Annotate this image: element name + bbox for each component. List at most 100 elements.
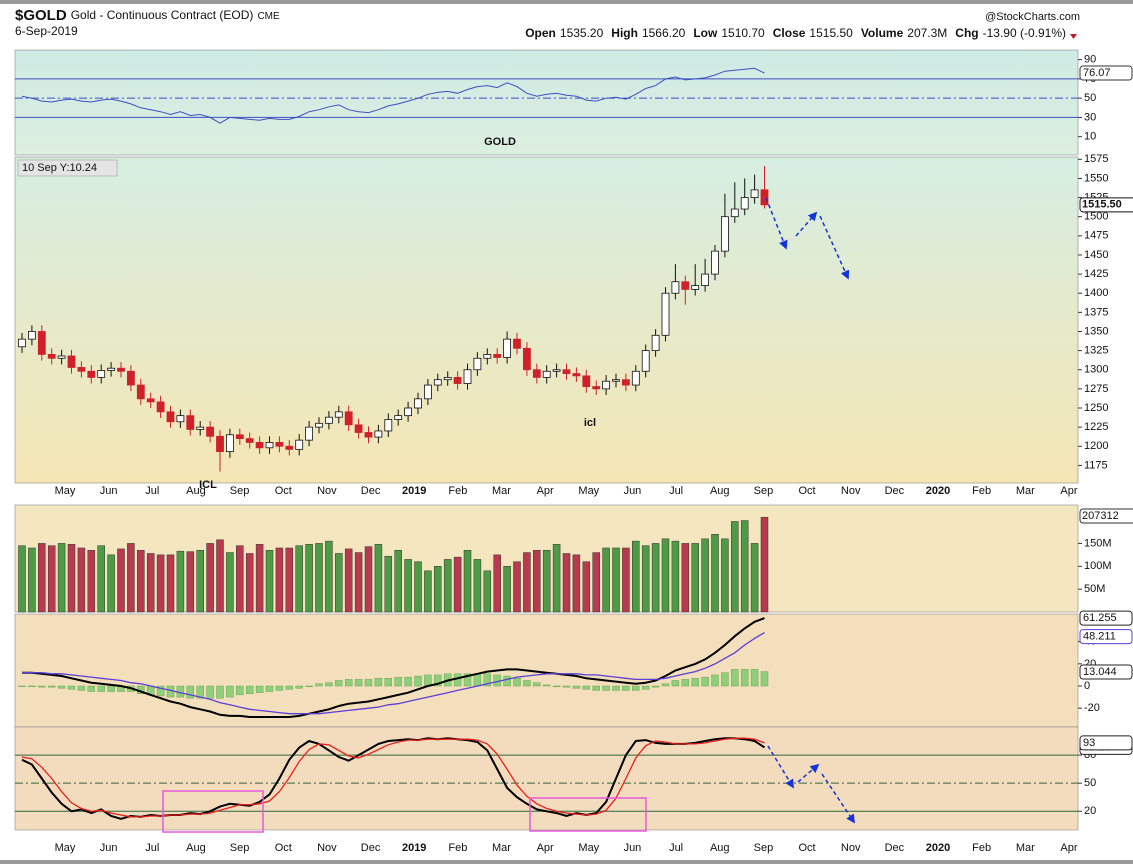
top-bar [0, 0, 1133, 4]
histogram-bar [552, 685, 561, 688]
annotation: icl [584, 417, 596, 429]
volume-bar [434, 566, 442, 613]
histogram-bar [265, 685, 274, 692]
histogram-bar [661, 683, 670, 687]
volume-bar [176, 550, 185, 613]
histogram-bar [701, 676, 709, 687]
candle-body [750, 189, 759, 198]
x-tick-label: Apr [1060, 485, 1077, 497]
candle-body [285, 445, 294, 450]
candle-body [582, 375, 591, 387]
histogram-bar [28, 685, 36, 688]
histogram-bar [87, 685, 96, 692]
histogram-bar [226, 685, 234, 698]
candle-body [661, 292, 670, 336]
x-tick-label: Nov [841, 485, 861, 497]
y-tick-label: 1225 [1084, 421, 1108, 433]
candle-body [631, 370, 640, 386]
value-tag: 1515.50 [1082, 199, 1122, 211]
volume-bar [315, 543, 323, 613]
histogram-bar [335, 680, 343, 687]
value-tag-bg [1079, 664, 1133, 680]
quote-value: 1566.20 [642, 26, 686, 40]
histogram-bar [453, 673, 462, 687]
volume-bar [206, 543, 214, 613]
x-tick-label: Sep [230, 842, 250, 854]
histogram-bar [503, 675, 511, 687]
candle-body [156, 401, 165, 413]
value-tag: 76.07 [1083, 67, 1111, 79]
volume-bar [67, 544, 76, 613]
histogram-bar [750, 669, 759, 687]
volume-bar [681, 543, 690, 613]
volume-bar [305, 544, 313, 613]
quote-value: -13.90 (-0.91%) [983, 26, 1066, 40]
volume-bar [404, 559, 412, 613]
x-tick-label: Dec [361, 485, 381, 497]
candle-body [146, 398, 155, 403]
y-tick-label: 1400 [1084, 287, 1108, 299]
y-tick-label: 150M [1084, 537, 1112, 549]
candle-body [344, 411, 353, 426]
candle-body [235, 434, 244, 440]
x-tick-label: Jul [669, 485, 683, 497]
quote-label: Close [773, 26, 806, 40]
volume-bar [216, 539, 224, 613]
histogram-bar [622, 685, 630, 691]
volume-bar [236, 545, 244, 613]
volume-bar [661, 538, 670, 613]
histogram-bar [592, 685, 600, 691]
candle-body [483, 354, 492, 359]
candle-body [493, 354, 502, 358]
volume-bar [344, 548, 353, 613]
quote-value: 1535.20 [560, 26, 604, 40]
histogram-bar [582, 685, 590, 690]
candle-body [711, 250, 719, 275]
y-tick-label: 20 [1084, 805, 1096, 817]
volume-bar [632, 540, 640, 613]
annotation: ICL [199, 479, 217, 491]
histogram-bar [523, 680, 531, 687]
arrow [819, 215, 850, 280]
x-tick-label: Oct [275, 842, 292, 854]
candle-body [394, 415, 403, 420]
volume-bar [473, 559, 482, 613]
value-tag: 93 [1083, 737, 1095, 749]
histogram-bar [404, 676, 412, 687]
x-tick-label: Dec [885, 485, 905, 497]
y-tick-label: 50 [1084, 777, 1096, 789]
volume-bar [335, 553, 343, 613]
value-tag: 48.211 [1083, 631, 1116, 643]
candle-body [186, 415, 195, 430]
volume-bar [285, 547, 294, 613]
candle-body [127, 370, 135, 386]
x-tick-label: Dec [885, 842, 905, 854]
histogram-bar [384, 678, 392, 687]
x-tick-label: Apr [537, 485, 554, 497]
volume-bar [295, 545, 303, 613]
volume-bar [186, 551, 195, 613]
candle-body [532, 369, 541, 378]
candle-body [523, 347, 531, 371]
x-tick-label: May [578, 842, 599, 854]
y-tick-label: 10 [1084, 131, 1096, 143]
volume-bar [483, 570, 492, 613]
header-date: 6-Sep-2019 [15, 24, 78, 38]
histogram-bar [414, 675, 422, 687]
candle-body [542, 370, 551, 378]
volume-bar [503, 566, 511, 613]
volume-bar [414, 561, 422, 613]
histogram-bar [562, 685, 571, 688]
candle-body [701, 273, 709, 286]
volume-bar [137, 550, 145, 613]
volume-bar [443, 559, 452, 613]
value-tag-bg [1079, 735, 1133, 751]
value-tag-bg [1079, 508, 1133, 524]
histogram-bar [216, 685, 224, 699]
y-tick-label: 1250 [1084, 402, 1108, 414]
candle-body [760, 189, 769, 206]
panel-bg [14, 156, 1079, 484]
histogram-bar [107, 685, 115, 692]
histogram-bar [285, 685, 293, 690]
y-tick-label: 1550 [1084, 172, 1108, 184]
